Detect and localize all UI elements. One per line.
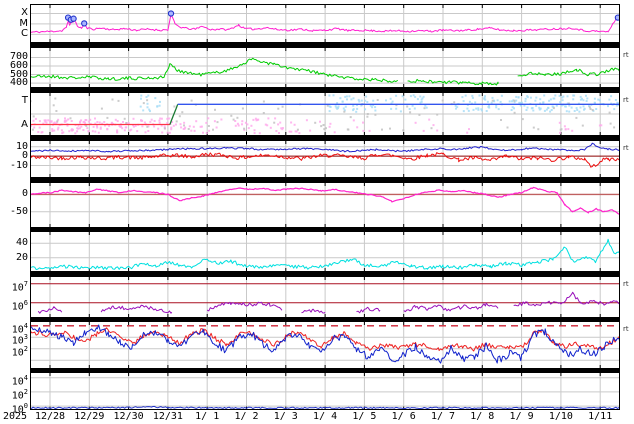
realtime-source-label: rt [623,280,629,288]
x-axis-date-label: 1/10 [548,411,573,422]
y-axis-tick-label: -10 [9,159,28,171]
panel-solar-wind-density [30,231,620,272]
panel-goes-xray-flux [30,4,620,43]
x-axis-date-label: 12/30 [113,411,144,422]
panel-separator [30,178,620,182]
y-axis-tick-label: 102 [11,344,28,359]
y-axis-tick-label: 100 [11,402,28,416]
y-axis-tick-label: A [21,118,28,130]
y-axis-tick-label: 20 [15,251,28,263]
y-axis-tick-label: 104 [11,321,28,336]
y-axis-tick-label: 0 [21,188,28,200]
flare-marker-icon [614,14,619,21]
flare-marker-icon [167,10,175,17]
y-axis-tick-label: 700 [9,51,28,63]
x-axis-date-label: 1/ 7 [430,411,456,422]
y-axis-tick-label: T [21,94,28,106]
panel-separator [30,318,620,321]
panel-separator [30,43,620,47]
x-axis-date-label: 1/ 8 [470,411,495,422]
panel-imf-bt-bz [30,140,620,178]
panel-separator [30,136,620,140]
panel-separator [30,228,620,231]
x-axis-date-label: 1/ 4 [313,411,338,422]
y-axis-tick-label: 102 [11,387,28,402]
panel-separator [30,369,620,372]
panel-goes-electron-flux [30,321,620,369]
x-axis-date-label: 12/29 [74,411,105,422]
flare-marker-icon [81,20,88,27]
x-axis-date-label: 1/11 [588,411,613,422]
realtime-source-label: rt [623,325,629,333]
y-axis-tick-label: 400 [9,77,28,89]
panel-goes-proton-flux [30,372,620,410]
x-axis-date-label: 1/ 3 [273,411,298,422]
y-axis-tick-label: 10 [15,140,28,152]
y-axis-tick-label: M [19,17,28,29]
y-axis-tick-label: 600 [9,60,28,71]
y-axis-tick-label: 103 [11,333,28,347]
y-axis-tick-label: X [21,7,28,19]
y-axis-tick-label: -50 [9,205,28,217]
realtime-source-label: rt [623,51,629,59]
x-axis-date-label: 1/ 1 [195,411,220,422]
flare-marker-icon [70,15,77,22]
y-axis-tick-label: 40 [15,237,28,249]
x-axis-date-label: 12/28 [34,411,66,422]
panel-dst-index [30,182,620,228]
x-axis-year-label: 2025 [3,411,28,422]
x-axis-date-label: 1/ 9 [509,411,534,422]
realtime-source-label: rt [623,96,629,104]
panel-temperature-alpha-source [30,92,620,136]
y-axis-tick-label: 0 [21,150,28,162]
x-axis-date-label: 1/ 6 [391,411,416,422]
panel-separator [30,272,620,276]
y-axis-tick-label: 106 [11,298,28,313]
y-axis-tick-label: 107 [11,279,28,293]
y-axis-tick-label: 104 [11,373,28,388]
x-axis-date-label: 1/ 2 [234,411,259,422]
y-axis-tick-label: 500 [9,68,28,80]
y-axis-tick-label: C [21,28,28,40]
panel-separator [30,88,620,92]
x-axis-date-label: 12/31 [152,411,183,422]
realtime-source-label: rt [623,144,629,152]
x-axis-date-label: 1/ 5 [352,411,377,422]
panel-high-energy-flux [30,276,620,318]
panel-solar-wind-speed [30,47,620,88]
